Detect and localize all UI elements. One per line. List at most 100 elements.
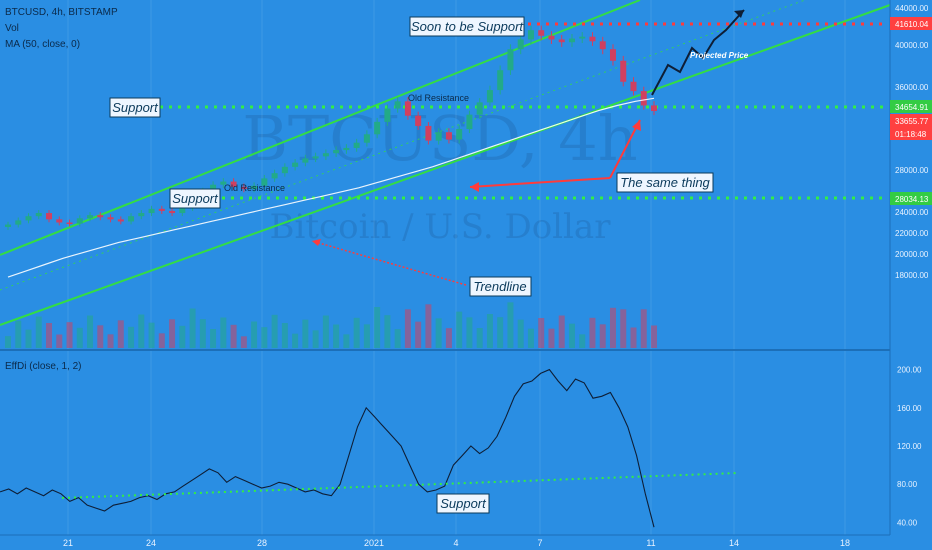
- volume-bar: [497, 317, 504, 348]
- date-tick-label: 7: [537, 538, 542, 548]
- candle-body: [148, 208, 155, 214]
- volume-bar: [425, 304, 432, 348]
- candle-body: [589, 36, 596, 42]
- candle-body: [128, 216, 135, 222]
- candle-body: [210, 184, 217, 191]
- volume-bar: [476, 328, 483, 348]
- indicator-axis-ticks: 200.00 160.00 120.00 80.00 40.00: [897, 366, 922, 528]
- candle-body: [97, 215, 104, 218]
- volume-bar: [97, 325, 104, 348]
- candle-body: [322, 153, 329, 157]
- candle-body: [415, 115, 422, 126]
- candle-body: [394, 101, 401, 109]
- candle-body: [558, 39, 565, 43]
- volume-bar: [199, 319, 206, 348]
- candle-body: [651, 105, 657, 112]
- date-tick-label: 28: [257, 538, 267, 548]
- symbol-legend[interactable]: BTCUSD, 4h, BITSTAMP: [5, 7, 118, 18]
- indicator-support-label-box: [436, 493, 490, 514]
- date-tick-label: 24: [146, 538, 156, 548]
- candle-body: [333, 150, 340, 154]
- candle-body: [486, 90, 493, 103]
- candle-body: [445, 132, 452, 140]
- volume-bar: [292, 333, 299, 348]
- volume-bar: [620, 309, 627, 348]
- channel-lower-line[interactable]: [0, 4, 891, 326]
- volume-bar: [128, 326, 135, 348]
- candle-body: [507, 49, 514, 71]
- candle-body: [548, 35, 555, 40]
- same-thing-arrow-right-head: [632, 120, 641, 131]
- volume-bar: [404, 309, 411, 348]
- volume-bar: [117, 320, 124, 348]
- candle-body: [630, 81, 637, 92]
- volume-bar: [76, 327, 83, 348]
- date-axis-ticks: 21 24 28 2021 4 7 11 14 18: [63, 538, 850, 548]
- volume-bar: [630, 327, 637, 348]
- date-tick-label: 2021: [364, 538, 384, 548]
- indicator-legend[interactable]: EffDi (close, 1, 2): [5, 361, 82, 372]
- date-axis-background[interactable]: [0, 535, 932, 550]
- volume-bar: [312, 330, 319, 348]
- projected-price-path[interactable]: [651, 9, 745, 96]
- volume-bar: [189, 308, 196, 348]
- resistance-price-tag-text: 41610.04: [895, 20, 929, 29]
- volume-bar: [107, 334, 114, 348]
- volume-bar: [261, 327, 268, 348]
- candle-body: [169, 210, 176, 214]
- price-tick-label: 24000.00: [895, 208, 929, 217]
- candle-body: [517, 39, 524, 50]
- current-price-tag: [890, 114, 932, 127]
- channel-mid-line[interactable]: [0, 0, 806, 291]
- volume-bar: [220, 317, 227, 348]
- price-tick-label: 44000.00: [895, 4, 929, 13]
- same-thing-arrow-left[interactable]: [469, 177, 611, 188]
- moving-average-line: [7, 97, 655, 278]
- volume-bar: [445, 328, 452, 348]
- candle-body: [220, 181, 227, 185]
- volume-bar: [640, 309, 647, 348]
- candle-body: [599, 41, 606, 50]
- price-axis-background[interactable]: [890, 0, 932, 535]
- candle-body: [179, 207, 186, 214]
- volume-bar: [5, 336, 11, 348]
- trendline-label-box: [469, 276, 532, 297]
- candle-body: [66, 222, 73, 224]
- volume-legend[interactable]: Vol: [5, 23, 19, 34]
- channel-upper-line[interactable]: [0, 0, 641, 256]
- indicator-support-label: Support: [440, 496, 487, 511]
- indicator-tick-label: 40.00: [897, 518, 918, 527]
- volume-bar: [322, 315, 329, 348]
- volume-bar: [651, 325, 657, 348]
- volume-bar: [415, 321, 422, 348]
- date-tick-label: 11: [646, 538, 655, 548]
- projected-arrow-head: [734, 10, 744, 18]
- candle-body: [353, 142, 360, 148]
- volume-bar: [568, 323, 575, 348]
- volume-bar: [527, 328, 534, 348]
- soon-support-label-box: [409, 16, 525, 37]
- candle-body: [538, 30, 545, 36]
- projected-price-label: Projected Price: [690, 51, 749, 60]
- effdi-indicator-line: [0, 368, 655, 528]
- volume-bar: [158, 333, 165, 348]
- ma-legend[interactable]: MA (50, close, 0): [5, 39, 80, 50]
- candle-body: [497, 70, 504, 91]
- volume-bar: [599, 324, 606, 348]
- candle-body: [138, 213, 145, 217]
- volume-bar: [25, 329, 32, 348]
- countdown-tag: [890, 127, 932, 140]
- trendline-pointer[interactable]: [311, 240, 467, 286]
- same-thing-arrow-right[interactable]: [609, 119, 641, 179]
- vertical-grid: [67, 0, 846, 535]
- candle-body: [527, 30, 534, 40]
- candle-body: [579, 36, 586, 39]
- volume-bar: [353, 317, 360, 348]
- volume-bar: [363, 324, 370, 348]
- volume-bar: [538, 318, 545, 348]
- volume-bar: [169, 319, 176, 348]
- support-price-tag: [890, 100, 932, 113]
